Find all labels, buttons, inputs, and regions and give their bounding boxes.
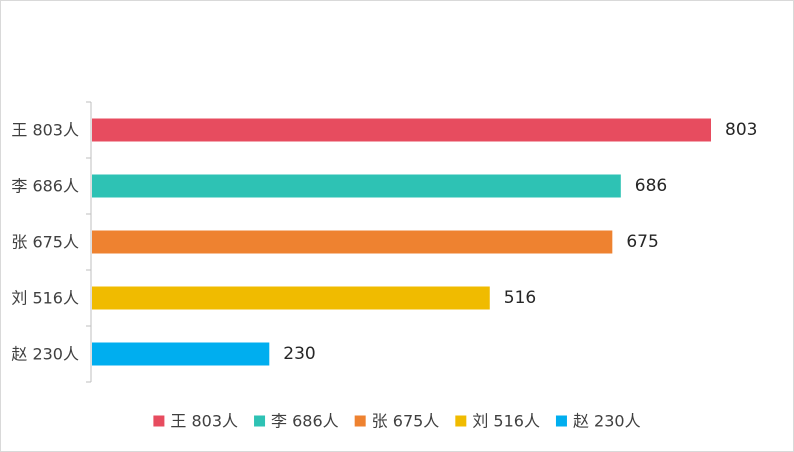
legend-label: 刘 516人	[472, 412, 540, 431]
data-label: 675	[626, 232, 658, 252]
legend-swatch[interactable]	[153, 415, 165, 427]
legend-swatch[interactable]	[354, 415, 366, 427]
category-label: 赵 230人	[11, 345, 79, 364]
legend-label: 李 686人	[271, 412, 339, 431]
legend-swatch[interactable]	[254, 415, 266, 427]
bar[interactable]	[92, 342, 270, 366]
data-label: 686	[635, 176, 667, 196]
bars	[92, 118, 711, 366]
legend-swatch[interactable]	[455, 415, 467, 427]
category-label: 王 803人	[11, 121, 79, 140]
category-label: 李 686人	[11, 177, 79, 196]
bar[interactable]	[92, 174, 621, 198]
value-labels: 803 686 675 516 230	[283, 120, 757, 364]
bar[interactable]	[92, 230, 613, 254]
data-label: 230	[283, 344, 315, 364]
data-label: 516	[504, 288, 536, 308]
bar[interactable]	[92, 286, 490, 310]
data-label: 803	[725, 120, 757, 140]
category-label: 张 675人	[11, 233, 79, 252]
legend-label: 赵 230人	[573, 412, 641, 431]
category-label: 刘 516人	[11, 289, 79, 308]
legend-label: 张 675人	[372, 412, 440, 431]
legend-label: 王 803人	[170, 412, 238, 431]
legend: 王 803人 李 686人 张 675人 刘 516人 赵 230人	[153, 412, 641, 431]
y-axis	[86, 101, 92, 383]
bar[interactable]	[92, 118, 711, 142]
legend-swatch[interactable]	[555, 415, 567, 427]
